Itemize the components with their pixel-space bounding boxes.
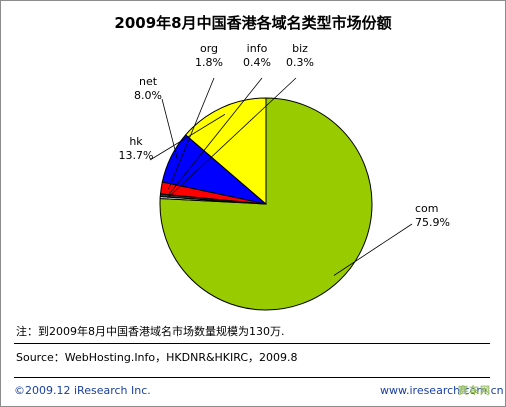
leader-biz [167, 77, 297, 199]
leader-org [168, 77, 215, 190]
leader-hk [149, 114, 226, 161]
label-value-net: 8.0% [134, 89, 162, 102]
label-value-info: 0.4% [243, 56, 271, 69]
label-name-hk: hk [129, 135, 143, 148]
label-value-hk: 13.7% [119, 149, 154, 162]
label-value-com: 75.9% [415, 216, 450, 229]
source-line: Source：WebHosting.Info，HKDNR&HKIRC，2009.… [16, 351, 298, 364]
website: www.iresearch.com.cn [380, 384, 504, 397]
rule-bottom [14, 377, 490, 378]
slice-com [159, 97, 373, 311]
label-value-org: 1.8% [195, 56, 223, 69]
label-name-com: com [415, 202, 439, 215]
copyright: ©2009.12 iResearch Inc. [14, 384, 151, 397]
leader-com [333, 223, 413, 276]
rule-top [14, 343, 490, 344]
label-value-biz: 0.3% [286, 56, 314, 69]
watermark: 赛车网 [458, 386, 491, 397]
leader-info [167, 77, 263, 197]
label-name-info: info [247, 42, 268, 55]
leader-net [161, 98, 179, 161]
chart-title: 2009年8月中国香港各域名类型市场份额 [114, 14, 392, 32]
label-name-net: net [139, 75, 158, 88]
label-name-org: org [200, 42, 218, 55]
label-name-biz: biz [292, 42, 308, 55]
footnote: 注：到2009年8月中国香港域名市场数量规模为130万. [16, 325, 285, 338]
